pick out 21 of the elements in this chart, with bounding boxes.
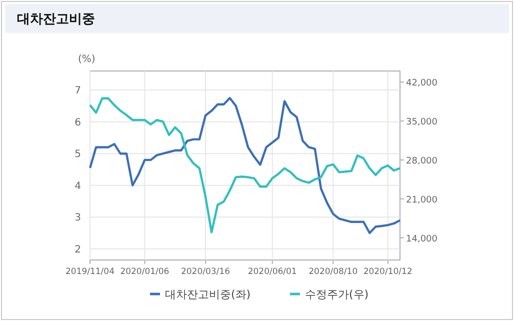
y-axis-title: (%) xyxy=(78,54,96,65)
legend-label: 대차잔고비중(좌) xyxy=(165,288,251,301)
x-tick-label: 2020/01/06 xyxy=(120,267,170,277)
y-tick-label: 5 xyxy=(74,149,81,160)
y-tick-label: 4 xyxy=(74,180,81,192)
y-tick-label: 3 xyxy=(74,212,81,224)
y-tick-label: 7 xyxy=(74,86,81,97)
x-tick-label: 2020/10/12 xyxy=(363,267,412,277)
x-tick-label: 2019/11/04 xyxy=(66,267,114,277)
y2-tick-label: 42,000 xyxy=(406,78,438,89)
y-tick-label: 2 xyxy=(74,244,81,256)
y2-tick-label: 28,000 xyxy=(406,156,438,166)
legend-label: 수정주가(우) xyxy=(305,288,369,301)
y-tick-label: 6 xyxy=(74,117,81,128)
chart-title: 대차잔고비중 xyxy=(17,12,95,27)
y2-tick-label: 35,000 xyxy=(406,118,438,128)
y2-tick-label: 21,000 xyxy=(406,195,438,206)
x-tick-label: 2020/03/16 xyxy=(180,267,230,277)
x-tick-label: 2020/06/01 xyxy=(248,267,297,277)
y2-tick-label: 14,000 xyxy=(406,234,438,244)
x-tick-label: 2020/08/10 xyxy=(308,267,358,277)
